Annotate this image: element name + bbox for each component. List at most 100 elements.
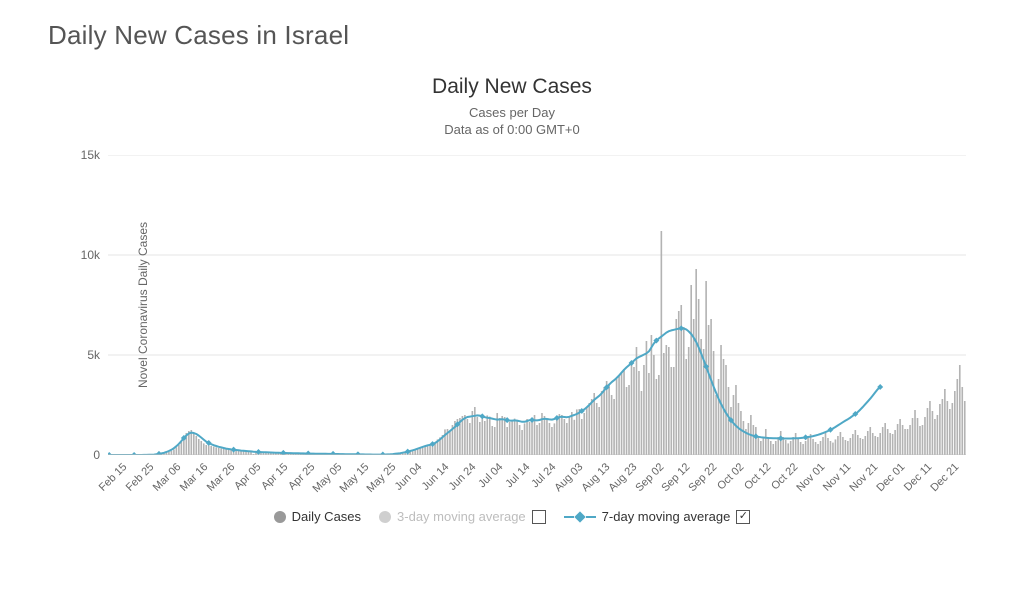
bar[interactable]: [623, 369, 625, 455]
bar[interactable]: [690, 285, 692, 455]
bar[interactable]: [596, 403, 598, 455]
legend-item[interactable]: Daily Cases: [274, 509, 361, 524]
bar[interactable]: [797, 439, 799, 455]
bar[interactable]: [763, 437, 765, 455]
bar[interactable]: [770, 441, 772, 455]
bar[interactable]: [646, 341, 648, 455]
bar[interactable]: [181, 442, 183, 455]
bar[interactable]: [573, 420, 575, 455]
bar[interactable]: [477, 417, 479, 455]
bar[interactable]: [215, 447, 217, 455]
bar[interactable]: [792, 437, 794, 455]
bar[interactable]: [917, 418, 919, 455]
bar[interactable]: [648, 373, 650, 455]
bar[interactable]: [807, 438, 809, 455]
bar[interactable]: [198, 439, 200, 455]
bar[interactable]: [494, 427, 496, 455]
bar[interactable]: [429, 445, 431, 455]
bar[interactable]: [867, 431, 869, 455]
bar[interactable]: [668, 347, 670, 455]
bar[interactable]: [758, 437, 760, 455]
bar[interactable]: [561, 415, 563, 455]
bar[interactable]: [519, 425, 521, 455]
bar[interactable]: [899, 419, 901, 455]
bar[interactable]: [173, 449, 175, 455]
bar[interactable]: [235, 450, 237, 455]
bar[interactable]: [695, 269, 697, 455]
bar[interactable]: [919, 426, 921, 455]
legend-item[interactable]: 3-day moving average: [379, 509, 546, 524]
bar[interactable]: [551, 427, 553, 455]
bar[interactable]: [569, 416, 571, 455]
bar[interactable]: [855, 430, 857, 455]
bar[interactable]: [213, 447, 215, 455]
bar[interactable]: [730, 407, 732, 455]
bar[interactable]: [193, 433, 195, 455]
bar[interactable]: [735, 385, 737, 455]
bar[interactable]: [760, 441, 762, 455]
bar[interactable]: [176, 447, 178, 455]
bar[interactable]: [909, 425, 911, 455]
bar[interactable]: [912, 418, 914, 455]
bar[interactable]: [200, 441, 202, 455]
bar[interactable]: [220, 449, 222, 455]
bar[interactable]: [549, 423, 551, 455]
bar[interactable]: [613, 399, 615, 455]
bar[interactable]: [897, 424, 899, 455]
bar[interactable]: [954, 391, 956, 455]
bar[interactable]: [887, 429, 889, 455]
bar[interactable]: [765, 429, 767, 455]
bar[interactable]: [710, 319, 712, 455]
bar[interactable]: [472, 411, 474, 455]
bar[interactable]: [862, 439, 864, 455]
bar[interactable]: [491, 426, 493, 455]
bar[interactable]: [509, 422, 511, 455]
bar[interactable]: [593, 393, 595, 455]
bar[interactable]: [740, 411, 742, 455]
bar[interactable]: [827, 438, 829, 455]
bar[interactable]: [929, 401, 931, 455]
bar[interactable]: [521, 430, 523, 455]
legend-checkbox[interactable]: [532, 510, 546, 524]
bar[interactable]: [656, 379, 658, 455]
bar[interactable]: [767, 437, 769, 455]
bar[interactable]: [501, 416, 503, 455]
bar[interactable]: [805, 441, 807, 455]
bar[interactable]: [907, 429, 909, 455]
bar[interactable]: [422, 447, 424, 455]
bar[interactable]: [820, 441, 822, 455]
bar[interactable]: [444, 429, 446, 455]
bar[interactable]: [927, 408, 929, 455]
bar[interactable]: [924, 417, 926, 455]
bar[interactable]: [932, 411, 934, 455]
series-marker[interactable]: [355, 451, 361, 455]
bar[interactable]: [800, 442, 802, 455]
bar[interactable]: [484, 421, 486, 455]
bar[interactable]: [586, 407, 588, 455]
plot-area[interactable]: Novel Coronavirus Daily Cases 05k10k15kF…: [108, 155, 966, 455]
bar[interactable]: [959, 365, 961, 455]
bar[interactable]: [238, 451, 240, 455]
bar[interactable]: [603, 387, 605, 455]
bar[interactable]: [785, 440, 787, 455]
bar[interactable]: [892, 434, 894, 455]
bar[interactable]: [638, 371, 640, 455]
bar[interactable]: [663, 353, 665, 455]
bar[interactable]: [753, 425, 755, 455]
bar[interactable]: [641, 391, 643, 455]
legend-checkbox[interactable]: ✓: [736, 510, 750, 524]
bar[interactable]: [837, 436, 839, 455]
bar[interactable]: [178, 445, 180, 455]
bar[interactable]: [874, 436, 876, 455]
legend-item[interactable]: 7-day moving average✓: [564, 509, 751, 524]
bar[interactable]: [571, 412, 573, 455]
bar[interactable]: [857, 435, 859, 455]
bar[interactable]: [203, 443, 205, 455]
bar[interactable]: [621, 373, 623, 455]
bar[interactable]: [830, 441, 832, 455]
bar[interactable]: [514, 419, 516, 455]
bar[interactable]: [869, 427, 871, 455]
bar[interactable]: [427, 446, 429, 455]
bar[interactable]: [223, 449, 225, 455]
bar[interactable]: [850, 438, 852, 455]
